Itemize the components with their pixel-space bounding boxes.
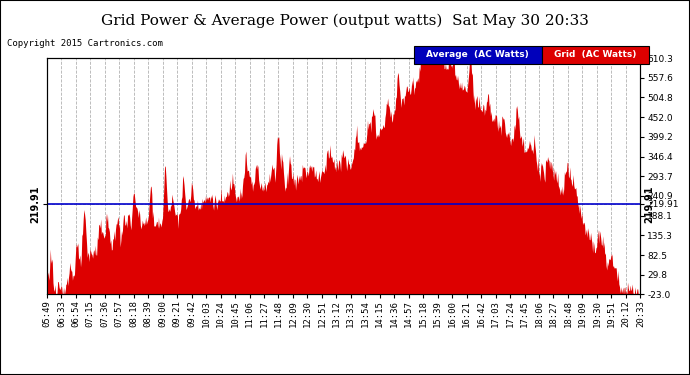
Text: 219.91: 219.91: [644, 185, 653, 222]
Text: Copyright 2015 Cartronics.com: Copyright 2015 Cartronics.com: [7, 39, 163, 48]
Text: Grid  (AC Watts): Grid (AC Watts): [554, 50, 636, 59]
Text: Average  (AC Watts): Average (AC Watts): [426, 50, 529, 59]
Text: Grid Power & Average Power (output watts)  Sat May 30 20:33: Grid Power & Average Power (output watts…: [101, 13, 589, 27]
